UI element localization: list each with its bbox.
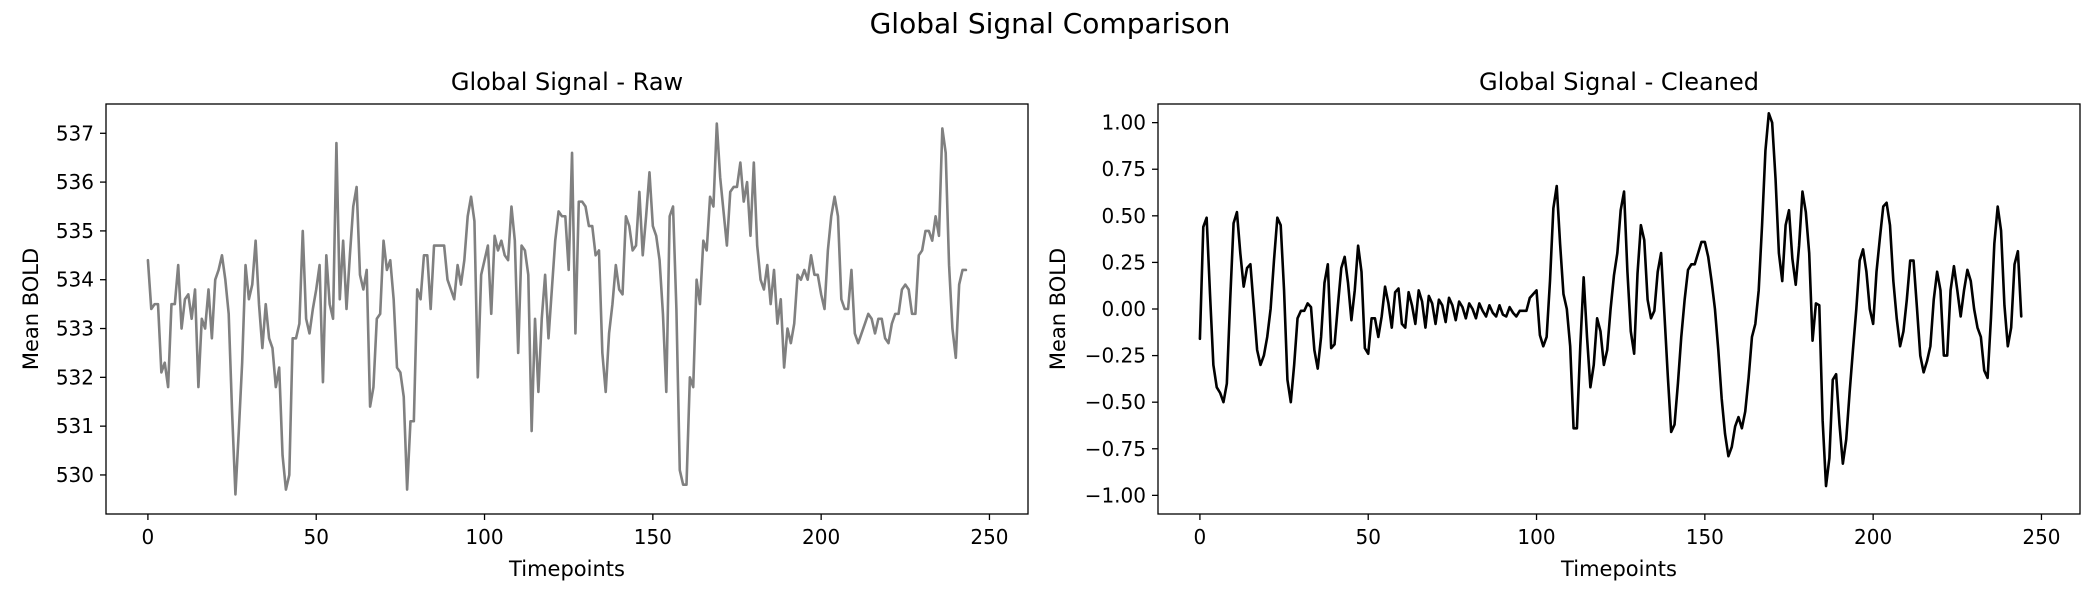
y-tick-label: 530 (56, 463, 94, 487)
y-tick-label: 1.00 (1101, 111, 1146, 135)
x-axis-label: Timepoints (508, 557, 625, 581)
y-tick-label: 0.75 (1101, 157, 1146, 181)
y-axis-label: Mean BOLD (1046, 248, 1070, 370)
y-tick-label: 0.00 (1101, 297, 1146, 321)
y-tick-label: 0.25 (1101, 250, 1146, 274)
x-tick-label: 150 (634, 525, 672, 549)
chart-panel-1: 0 50 100 150 200 250 530 531 532 533 534 535 536 537 G… (19, 68, 1029, 581)
figure-title: Global Signal Comparison (870, 7, 1231, 40)
x-tick-label: 0 (1194, 525, 1207, 549)
x-tick-label: 100 (1517, 525, 1555, 549)
y-tick-label: −0.50 (1085, 390, 1146, 414)
x-tick-label: 250 (2022, 525, 2060, 549)
x-tick-label: 50 (1355, 525, 1380, 549)
y-tick-label: 532 (56, 365, 94, 389)
x-tick-label: 150 (1686, 525, 1724, 549)
y-tick-label: 535 (56, 219, 94, 243)
y-axis-label: Mean BOLD (19, 248, 43, 370)
y-tick-label: 531 (56, 414, 94, 438)
x-tick-label: 200 (1854, 525, 1892, 549)
x-tick-label: 50 (303, 525, 328, 549)
x-tick-label: 0 (142, 525, 155, 549)
y-tick-label: 0.50 (1101, 204, 1146, 228)
y-tick-label: 534 (56, 268, 94, 292)
x-tick-label: 250 (970, 525, 1008, 549)
y-tick-label: −1.00 (1085, 483, 1146, 507)
chart-title: Global Signal - Raw (451, 68, 683, 96)
series-line-1 (1198, 112, 2023, 488)
x-tick-label: 100 (465, 525, 503, 549)
chart-panel-2: 0 50 100 150 200 250 −1.00 −0.75 −0.50 −0.25 0.00 0… (1046, 68, 2081, 581)
y-tick-label: −0.75 (1085, 437, 1146, 461)
y-tick-label: 537 (56, 121, 94, 145)
x-tick-label: 200 (802, 525, 840, 549)
y-tick-label: 533 (56, 317, 94, 341)
chart-panels: 0 50 100 150 200 250 530 531 532 533 534 535 536 537 G… (19, 68, 2081, 581)
y-tick-label: 536 (56, 170, 94, 194)
plot-area-frame (105, 103, 1029, 515)
x-axis-label: Timepoints (1560, 557, 1677, 581)
y-tick-label: −0.25 (1085, 344, 1146, 368)
series-line-1 (146, 122, 968, 496)
chart-title: Global Signal - Cleaned (1479, 68, 1759, 96)
